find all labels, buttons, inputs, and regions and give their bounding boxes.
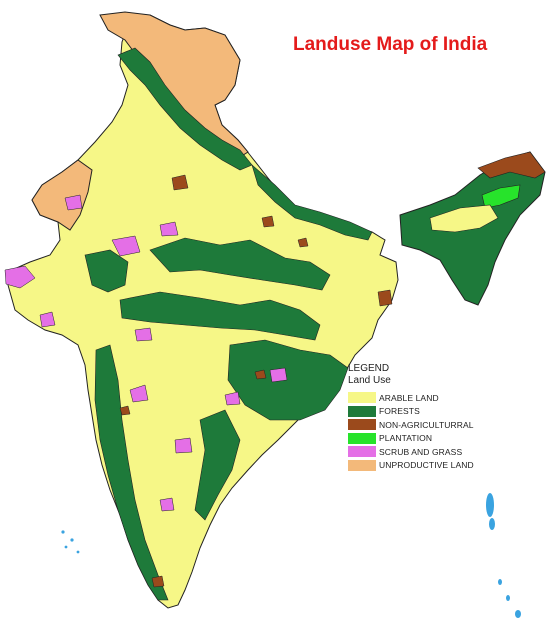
- legend-item: ARABLE LAND: [348, 391, 474, 405]
- legend-swatch: [348, 419, 376, 431]
- forest-himalaya-east: [251, 164, 373, 241]
- title-backdrop: [294, 60, 506, 82]
- andaman-islands: [486, 493, 521, 618]
- legend: LEGEND Land Use ARABLE LAND FORESTS NON-AG…: [348, 363, 474, 472]
- legend-swatch: [348, 405, 376, 417]
- legend-label: UNPRODUCTIVE LAND: [379, 460, 474, 471]
- legend-subheading: Land Use: [348, 375, 391, 386]
- legend-label: NON-AGRICULTURRAL: [379, 419, 474, 430]
- unproductive-rajasthan: [31, 159, 93, 231]
- legend-swatch: [348, 459, 376, 471]
- nonagri-patches: [119, 174, 393, 588]
- legend-label: ARABLE LAND: [379, 392, 439, 403]
- forest-gujarat: [84, 249, 129, 293]
- legend-item: SCRUB AND GRASS: [348, 445, 474, 459]
- legend-label: PLANTATION: [379, 433, 433, 444]
- lakshadweep-islands: [61, 530, 80, 554]
- forest-eastern-ghats: [194, 409, 241, 521]
- legend-label: FORESTS: [379, 406, 420, 417]
- scrub-patches: [4, 194, 288, 512]
- legend-heading: LEGEND: [348, 363, 390, 374]
- map-title: Landuse Map of India: [293, 34, 488, 55]
- legend-swatch: [348, 432, 376, 444]
- legend-item: FORESTS: [348, 405, 474, 419]
- legend-label: SCRUB AND GRASS: [379, 446, 463, 457]
- legend-item: UNPRODUCTIVE LAND: [348, 459, 474, 473]
- legend-swatch: [348, 392, 376, 404]
- arable-assam: [429, 204, 499, 233]
- legend-item: PLANTATION: [348, 432, 474, 446]
- legend-item: NON-AGRICULTURRAL: [348, 418, 474, 432]
- forest-central-2: [119, 291, 321, 341]
- forest-central-1: [149, 237, 331, 291]
- legend-swatch: [348, 446, 376, 458]
- legend-rows: ARABLE LAND FORESTS NON-AGRICULTURRAL PLANT…: [348, 391, 474, 472]
- forest-central-3: [227, 339, 349, 421]
- nonagri-arunachal: [477, 151, 546, 179]
